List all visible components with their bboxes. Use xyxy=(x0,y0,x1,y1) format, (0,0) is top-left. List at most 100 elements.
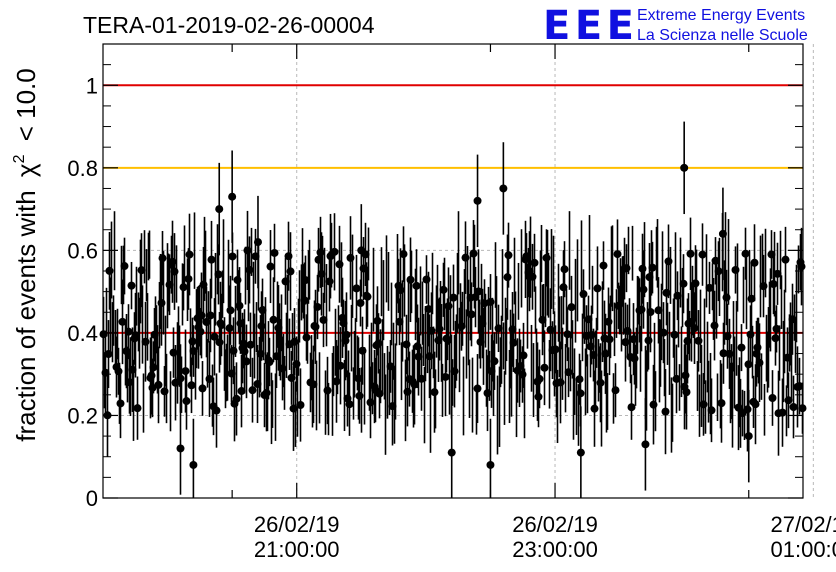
y-label-main: fraction of events with xyxy=(11,190,41,441)
data-point xyxy=(342,330,351,339)
data-point xyxy=(120,262,129,271)
data-point xyxy=(125,378,134,387)
data-point xyxy=(352,284,361,293)
data-point xyxy=(253,238,262,247)
data-point xyxy=(137,266,146,275)
data-point xyxy=(217,320,226,329)
data-point xyxy=(239,339,248,348)
data-point xyxy=(246,340,255,349)
data-point xyxy=(741,249,750,258)
data-point xyxy=(189,460,198,469)
data-point xyxy=(711,256,720,265)
y-tick-label: 0.6 xyxy=(67,238,98,263)
data-point xyxy=(690,324,699,333)
data-point xyxy=(474,287,483,296)
data-point xyxy=(118,317,127,326)
data-point xyxy=(270,248,279,257)
data-point xyxy=(494,324,503,333)
data-point xyxy=(406,275,415,284)
x-tick-label-time: 01:00:00 xyxy=(771,537,836,562)
data-point xyxy=(646,307,655,316)
data-point xyxy=(313,302,322,311)
data-point xyxy=(185,250,194,259)
data-point xyxy=(269,315,278,324)
data-point xyxy=(226,306,235,315)
data-point xyxy=(237,387,246,396)
y-tick-label: 0.2 xyxy=(67,403,98,428)
data-point xyxy=(593,284,602,293)
data-point xyxy=(575,375,584,384)
y-label-tail: < 10.0 xyxy=(11,68,41,141)
data-point xyxy=(286,267,295,276)
data-point xyxy=(357,246,366,255)
data-point xyxy=(705,283,714,292)
x-tick-label-time: 23:00:00 xyxy=(512,537,598,562)
data-point xyxy=(317,269,326,278)
data-point xyxy=(207,255,216,264)
data-point xyxy=(771,334,780,343)
data-point xyxy=(751,400,760,409)
data-point xyxy=(133,404,142,413)
data-point xyxy=(410,380,419,389)
data-point xyxy=(395,317,404,326)
data-point xyxy=(214,270,223,279)
data-point xyxy=(319,315,328,324)
data-point xyxy=(235,301,244,310)
data-point xyxy=(503,273,512,282)
data-point xyxy=(373,316,382,325)
y-axis-label: fraction of events with χ2 < 10.0 xyxy=(11,68,41,442)
data-point xyxy=(535,374,544,383)
data-point xyxy=(228,252,237,261)
data-point xyxy=(611,386,620,395)
x-tick-label-date: 26/02/19 xyxy=(254,512,340,537)
data-point xyxy=(124,327,133,336)
data-point xyxy=(309,380,318,389)
data-point xyxy=(210,332,219,341)
data-point xyxy=(797,262,806,271)
data-point xyxy=(131,331,140,340)
data-point xyxy=(707,406,716,415)
data-point xyxy=(182,397,191,406)
data-point xyxy=(302,333,311,342)
data-point xyxy=(330,247,339,256)
data-point xyxy=(586,342,595,351)
data-points xyxy=(99,121,807,498)
data-point xyxy=(490,357,499,366)
data-point xyxy=(256,349,265,358)
y-tick-label: 0 xyxy=(86,486,98,511)
data-point xyxy=(296,401,305,410)
data-point xyxy=(499,184,508,193)
eee-logo: EEE Extreme Energy Events La Scienza nel… xyxy=(543,3,808,49)
logo-letters: EEE xyxy=(543,3,633,49)
data-point xyxy=(266,262,275,271)
data-point xyxy=(104,350,113,359)
data-point xyxy=(154,380,163,389)
data-point xyxy=(682,388,691,397)
data-point xyxy=(356,299,365,308)
data-point xyxy=(795,382,804,391)
data-point xyxy=(116,399,125,408)
chart-title: TERA-01-2019-02-26-00004 xyxy=(83,12,375,38)
data-point xyxy=(747,294,756,303)
data-point xyxy=(128,365,137,374)
y-label-symbol: χ xyxy=(11,163,41,177)
data-point xyxy=(789,402,798,411)
data-point xyxy=(354,374,363,383)
data-point xyxy=(519,351,528,360)
data-point xyxy=(534,392,543,401)
data-point xyxy=(412,281,421,290)
data-point xyxy=(439,285,448,294)
data-point xyxy=(449,293,458,302)
data-point xyxy=(551,345,560,354)
data-point xyxy=(784,396,793,405)
data-point xyxy=(772,324,781,333)
y-tick-label: 0.8 xyxy=(67,156,98,181)
data-point xyxy=(540,363,549,372)
data-point xyxy=(654,306,663,315)
data-point xyxy=(114,367,123,376)
data-point xyxy=(417,374,426,383)
data-point xyxy=(399,250,408,259)
data-point xyxy=(127,281,136,290)
data-point xyxy=(176,374,185,383)
